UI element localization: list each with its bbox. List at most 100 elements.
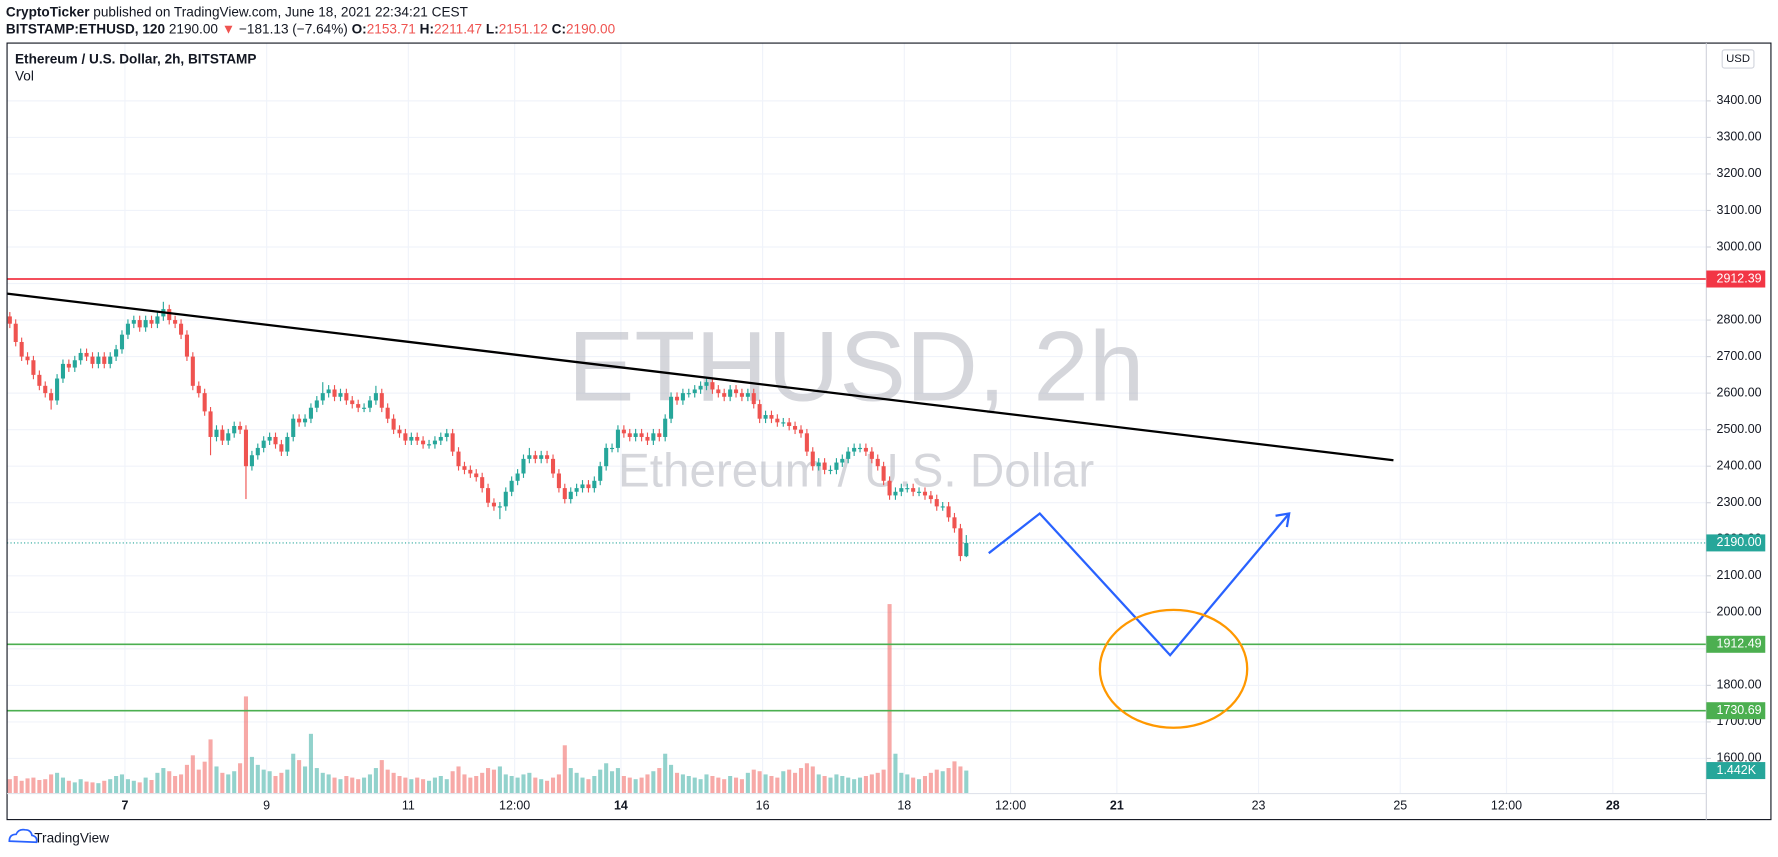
candle-body — [202, 393, 207, 412]
volume-bar — [958, 766, 963, 794]
volume-bar — [226, 774, 231, 794]
volume-bar — [757, 771, 762, 794]
candle-body — [568, 491, 573, 500]
x-tick-label: 7 — [121, 798, 128, 812]
volume-bar — [934, 769, 939, 794]
header-segment: 2153.71 — [367, 21, 416, 36]
candle-body — [598, 466, 603, 481]
volume-bar — [25, 778, 30, 794]
candle-body — [863, 447, 868, 452]
y-tick-label: 2300.00 — [1717, 495, 1762, 509]
volume-bar — [633, 779, 638, 794]
projection-path — [988, 511, 1291, 657]
volume-bar — [385, 769, 390, 794]
candle-body — [556, 473, 561, 489]
candle-body — [562, 488, 567, 500]
grid — [7, 43, 1707, 794]
candle-body — [934, 499, 939, 507]
candle-body — [615, 429, 620, 448]
volume-bar — [781, 771, 786, 794]
volume-bar — [568, 768, 573, 794]
volume-bar — [173, 776, 178, 794]
candle-body — [462, 466, 467, 470]
candle-body — [226, 433, 231, 441]
candle-body — [350, 400, 355, 405]
header-segment: 2190.00 — [566, 21, 616, 36]
volume-bar — [645, 774, 650, 794]
volume-bar — [31, 777, 36, 794]
volume-bar — [119, 774, 125, 794]
candle-body — [692, 389, 697, 394]
candle-body — [149, 320, 154, 324]
volume-bar — [834, 774, 839, 794]
volume-bar — [686, 776, 691, 794]
candle-body — [887, 480, 892, 496]
candle-body — [893, 491, 898, 496]
candle-body — [96, 356, 101, 364]
candle-body — [739, 393, 744, 397]
candle-body — [657, 433, 662, 437]
volume-bar — [196, 769, 201, 794]
candle-body — [450, 433, 455, 452]
candle-body — [220, 429, 225, 441]
candle-body — [639, 433, 644, 437]
x-tick-label: 11 — [402, 798, 415, 812]
candle-body — [680, 393, 685, 401]
volume-bar — [787, 769, 792, 794]
candle-body — [444, 433, 449, 437]
candle-body — [125, 323, 130, 335]
brand-name: TradingView — [34, 830, 109, 845]
candle-body — [486, 488, 491, 503]
candle-body — [964, 542, 969, 557]
volume-bar — [816, 774, 821, 794]
candle-body — [303, 418, 308, 423]
candle-body — [852, 447, 857, 452]
volume-bar — [674, 772, 680, 794]
trend-line — [6, 292, 1394, 462]
pane-title: Ethereum / U.S. Dollar, 2h, BITSTAMP — [15, 52, 256, 67]
currency-badge — [1721, 49, 1755, 69]
candle-body — [362, 407, 367, 409]
volume-bar — [179, 774, 184, 794]
candle-body — [911, 488, 916, 492]
candle-body — [798, 429, 804, 434]
volume-bar — [857, 777, 863, 794]
candle-body — [43, 385, 48, 394]
y-tick-label: 2700.00 — [1717, 349, 1762, 363]
volume-bar — [267, 771, 272, 794]
header-segment: 2190.00 — [165, 21, 222, 36]
volume-bar — [279, 772, 284, 794]
volume-bar — [550, 777, 556, 794]
candle-body — [745, 393, 750, 397]
volume-bar — [580, 777, 585, 794]
watermark-symbol: ETHUSD, 2h — [568, 311, 1145, 422]
volume-bar — [562, 745, 567, 794]
candle-body — [545, 455, 550, 459]
candle-body — [66, 363, 71, 368]
currency-label: USD — [1726, 53, 1750, 65]
candle-body — [344, 393, 349, 401]
header-segment: CryptoTicker — [6, 4, 90, 19]
header-segment: 2211.47 — [434, 21, 482, 36]
x-tick-label: 28 — [1606, 798, 1620, 812]
volume-bar — [610, 771, 615, 794]
candle-body — [769, 415, 774, 419]
candle-body — [775, 418, 780, 423]
volume-bar — [698, 779, 703, 794]
volume-bar — [7, 779, 12, 794]
candle-body — [421, 440, 426, 445]
y-tick-label: 3100.00 — [1717, 203, 1762, 217]
candle-body — [645, 436, 650, 441]
candle-body — [840, 458, 845, 463]
volume-bar — [102, 780, 107, 794]
candle-body — [958, 528, 963, 557]
y-tick-label: 3000.00 — [1717, 239, 1762, 253]
volume-bar — [716, 777, 721, 794]
y-tick-label: 2100.00 — [1717, 568, 1762, 582]
candle-body — [155, 316, 160, 324]
candle-body — [686, 393, 691, 395]
candle-body — [704, 382, 709, 386]
x-tick-label: 12:00 — [499, 798, 530, 812]
volume-bar — [55, 772, 60, 794]
